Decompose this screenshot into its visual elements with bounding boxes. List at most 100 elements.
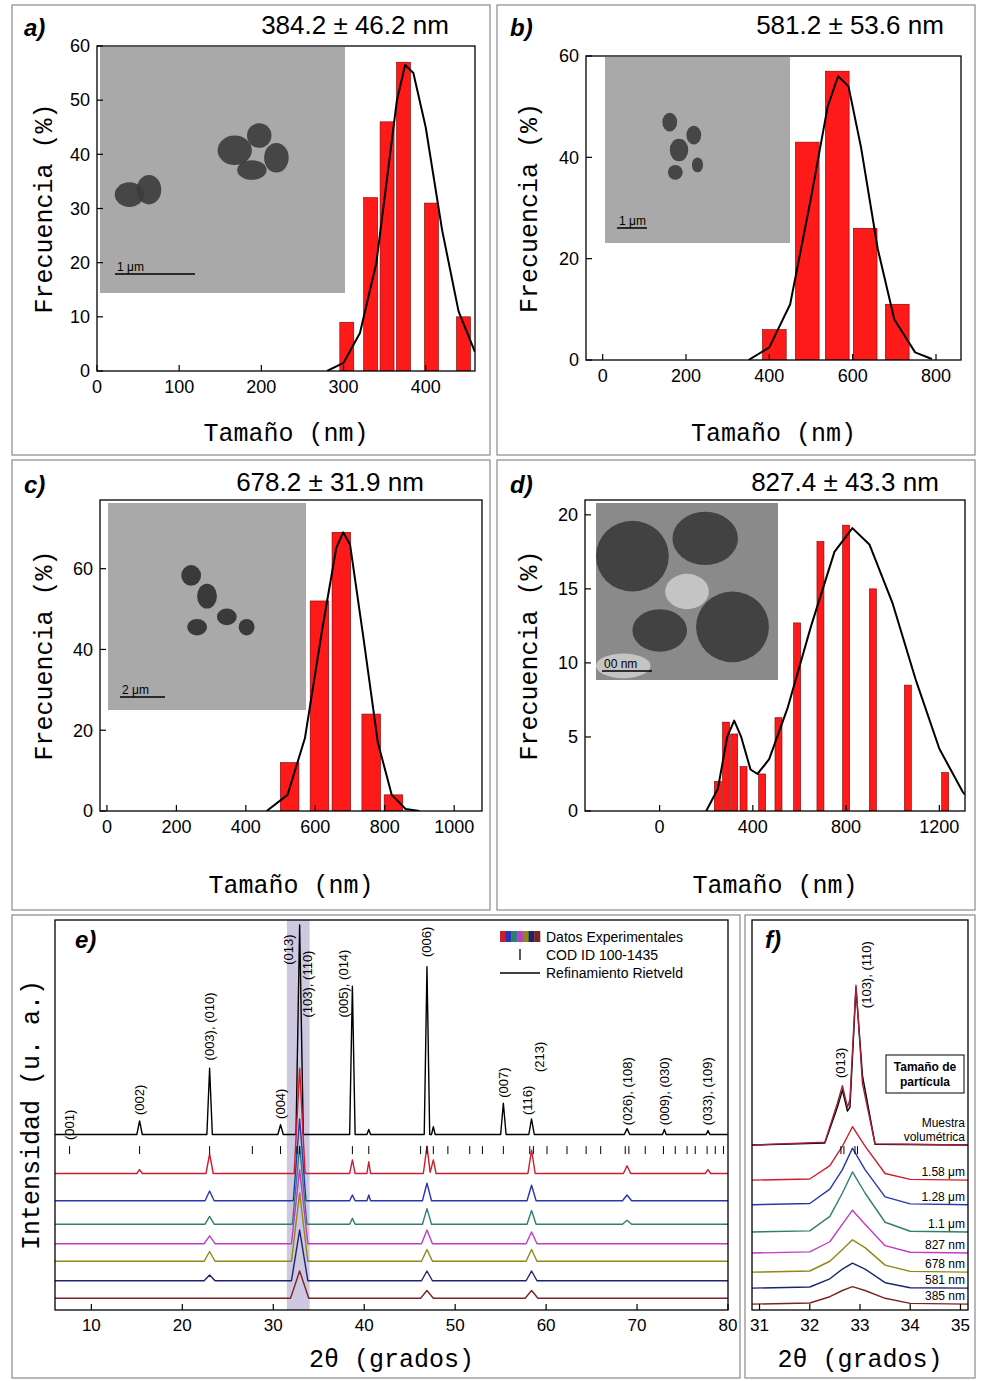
y-tick-label: 10 — [70, 307, 90, 327]
peak-label: (103), (110) — [859, 941, 874, 1008]
particle — [672, 512, 738, 565]
y-tick-label: 40 — [73, 640, 93, 660]
y-tick-label: 20 — [73, 721, 93, 741]
legend-swatch — [529, 931, 535, 942]
x-tick — [852, 354, 853, 360]
panel-border — [497, 5, 975, 455]
x-tick — [273, 1304, 274, 1310]
x-tick-label: 0 — [92, 377, 102, 397]
peak-label: (026), (108) — [620, 1057, 635, 1125]
light-region — [665, 574, 709, 609]
x-tick-label: 10 — [82, 1316, 101, 1335]
x-tick-label: 1200 — [919, 817, 959, 837]
x-tick-label: 35 — [951, 1316, 970, 1335]
x-tick — [245, 805, 246, 811]
plot-area — [55, 920, 728, 1310]
particle — [696, 592, 769, 663]
peak-label: (013) — [281, 934, 296, 964]
x-tick-label: 1000 — [434, 817, 474, 837]
particle — [668, 165, 683, 180]
x-tick-label: 20 — [173, 1316, 192, 1335]
reference-tick — [628, 1146, 629, 1154]
reference-tick — [843, 1146, 844, 1154]
reference-tick — [447, 1146, 448, 1154]
legend-swatch — [517, 931, 523, 942]
histogram-bar — [362, 714, 381, 811]
x-axis-title: 2θ (grados) — [309, 1346, 474, 1375]
x-tick — [96, 365, 97, 371]
legend-item: Datos Experimentales — [500, 929, 683, 945]
reference-tick — [299, 1146, 300, 1154]
y-tick — [586, 258, 592, 259]
panel-letter: e) — [75, 926, 96, 953]
peak-label: (002) — [132, 1085, 147, 1115]
x-tick-label: 300 — [328, 377, 358, 397]
legend-swatch — [506, 931, 512, 942]
x-tick — [425, 365, 426, 371]
reference-tick — [567, 1146, 568, 1154]
xrd-trace — [752, 988, 968, 1145]
panel-border — [12, 5, 490, 455]
y-tick — [586, 359, 592, 360]
panel-border — [745, 915, 975, 1378]
peak-label: (013) — [833, 1048, 848, 1078]
x-tick — [106, 805, 107, 811]
gaussian-fit — [327, 65, 475, 371]
histogram-bar — [817, 541, 824, 811]
reference-tick — [296, 1146, 297, 1154]
y-tick — [585, 588, 591, 589]
y-tick — [585, 810, 591, 811]
panel-letter: d) — [510, 471, 533, 498]
x-tick-label: 31 — [750, 1316, 769, 1335]
x-tick-label: 34 — [901, 1316, 920, 1335]
x-tick — [759, 1304, 760, 1310]
peak-label: (007) — [496, 1067, 511, 1097]
y-tick-label: 15 — [558, 579, 578, 599]
x-tick-label: 0 — [102, 817, 112, 837]
histogram-bar — [332, 532, 351, 811]
x-tick-label: 600 — [300, 817, 330, 837]
x-tick — [315, 805, 316, 811]
panel-border — [497, 460, 975, 910]
reference-tick — [252, 1146, 253, 1154]
y-tick — [100, 649, 106, 650]
particle — [247, 123, 272, 148]
y-tick-label: 50 — [70, 90, 90, 110]
legend-label: Datos Experimentales — [546, 929, 683, 945]
xrd-trace — [55, 1271, 728, 1298]
series-label: 581 nm — [925, 1273, 965, 1287]
reference-tick — [645, 1146, 646, 1154]
x-tick — [455, 1304, 456, 1310]
legend-swatch — [534, 931, 540, 942]
legend-swatch — [511, 931, 517, 942]
plot-frame — [97, 46, 475, 371]
reference-tick — [368, 1146, 369, 1154]
x-tick-label: 800 — [831, 817, 861, 837]
particle — [137, 175, 162, 205]
peak-label: (001) — [62, 1110, 77, 1140]
x-tick — [179, 365, 180, 371]
x-axis-title: Tamaño (nm) — [691, 420, 856, 449]
reference-tick — [715, 1146, 716, 1154]
y-axis-title: Frecuencia (%) — [31, 103, 60, 313]
y-tick — [585, 514, 591, 515]
legend-title-line: partícula — [900, 1075, 950, 1089]
y-tick-label: 0 — [568, 801, 578, 821]
y-tick-label: 60 — [559, 46, 579, 66]
peak-label: (116) — [520, 1086, 535, 1115]
histogram-bar — [380, 122, 394, 371]
series-label: 827 nm — [925, 1238, 965, 1252]
x-tick-label: 600 — [838, 366, 868, 386]
xrd-trace — [752, 1127, 968, 1180]
particle — [239, 619, 255, 636]
x-tick-label: 0 — [598, 366, 608, 386]
series-label: 1.1 μm — [928, 1217, 965, 1231]
y-tick — [97, 262, 103, 263]
x-tick — [546, 1304, 547, 1310]
xrd-trace — [55, 1170, 728, 1244]
y-tick-label: 30 — [70, 199, 90, 219]
y-axis-title: Intensidad (u. a.) — [18, 980, 47, 1250]
x-tick-label: 400 — [411, 377, 441, 397]
histogram-bar — [424, 203, 438, 371]
y-tick — [586, 157, 592, 158]
